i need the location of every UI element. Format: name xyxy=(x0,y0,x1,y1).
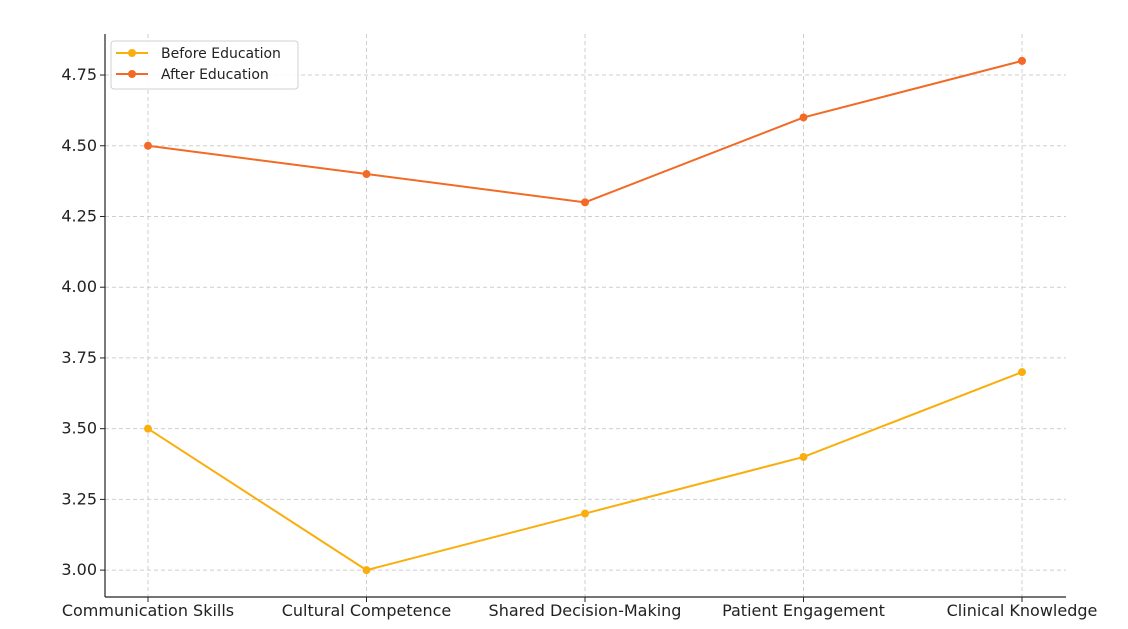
data-point xyxy=(799,452,808,461)
data-point xyxy=(362,566,371,575)
x-tick-label: Shared Decision-Making xyxy=(489,601,682,620)
data-point xyxy=(144,424,152,433)
data-point xyxy=(581,509,589,518)
legend: Before Education After Education xyxy=(110,40,299,90)
data-point xyxy=(1018,368,1026,377)
y-tick-label: 3.00 xyxy=(61,560,97,579)
legend-label: Before Education xyxy=(161,46,281,62)
y-tick-label: 4.50 xyxy=(61,136,97,155)
y-tick-label: 3.50 xyxy=(61,419,97,438)
data-point xyxy=(144,141,152,150)
data-point xyxy=(362,170,371,179)
legend-swatch-marker xyxy=(128,70,136,78)
x-tick-label: Patient Engagement xyxy=(722,601,885,620)
legend-item: Before Education xyxy=(116,46,281,62)
y-tick-label: 3.75 xyxy=(61,348,97,367)
data-point xyxy=(799,113,808,122)
y-tick-label: 3.25 xyxy=(61,489,97,508)
x-tick-label: Clinical Knowledge xyxy=(947,601,1098,620)
data-point xyxy=(1018,56,1026,65)
legend-label: After Education xyxy=(161,67,269,83)
x-tick-label: Communication Skills xyxy=(62,601,234,620)
legend-item: After Education xyxy=(116,67,269,83)
series-lines xyxy=(144,56,1026,575)
y-tick-label: 4.25 xyxy=(61,206,97,225)
legend-swatch-marker xyxy=(128,49,136,57)
grid-lines xyxy=(105,34,1066,597)
series-1 xyxy=(144,56,1026,207)
axes xyxy=(100,34,1066,602)
data-point xyxy=(581,198,589,207)
y-tick-label: 4.75 xyxy=(61,65,97,84)
legend-box xyxy=(110,40,299,90)
series-0 xyxy=(144,368,1026,575)
y-tick-label: 4.00 xyxy=(61,277,97,296)
tick-labels: 3.00 3.25 3.50 3.75 4.00 4.25 4.50 4.75 Communic… xyxy=(61,65,1097,620)
x-tick-label: Cultural Competence xyxy=(282,601,452,620)
